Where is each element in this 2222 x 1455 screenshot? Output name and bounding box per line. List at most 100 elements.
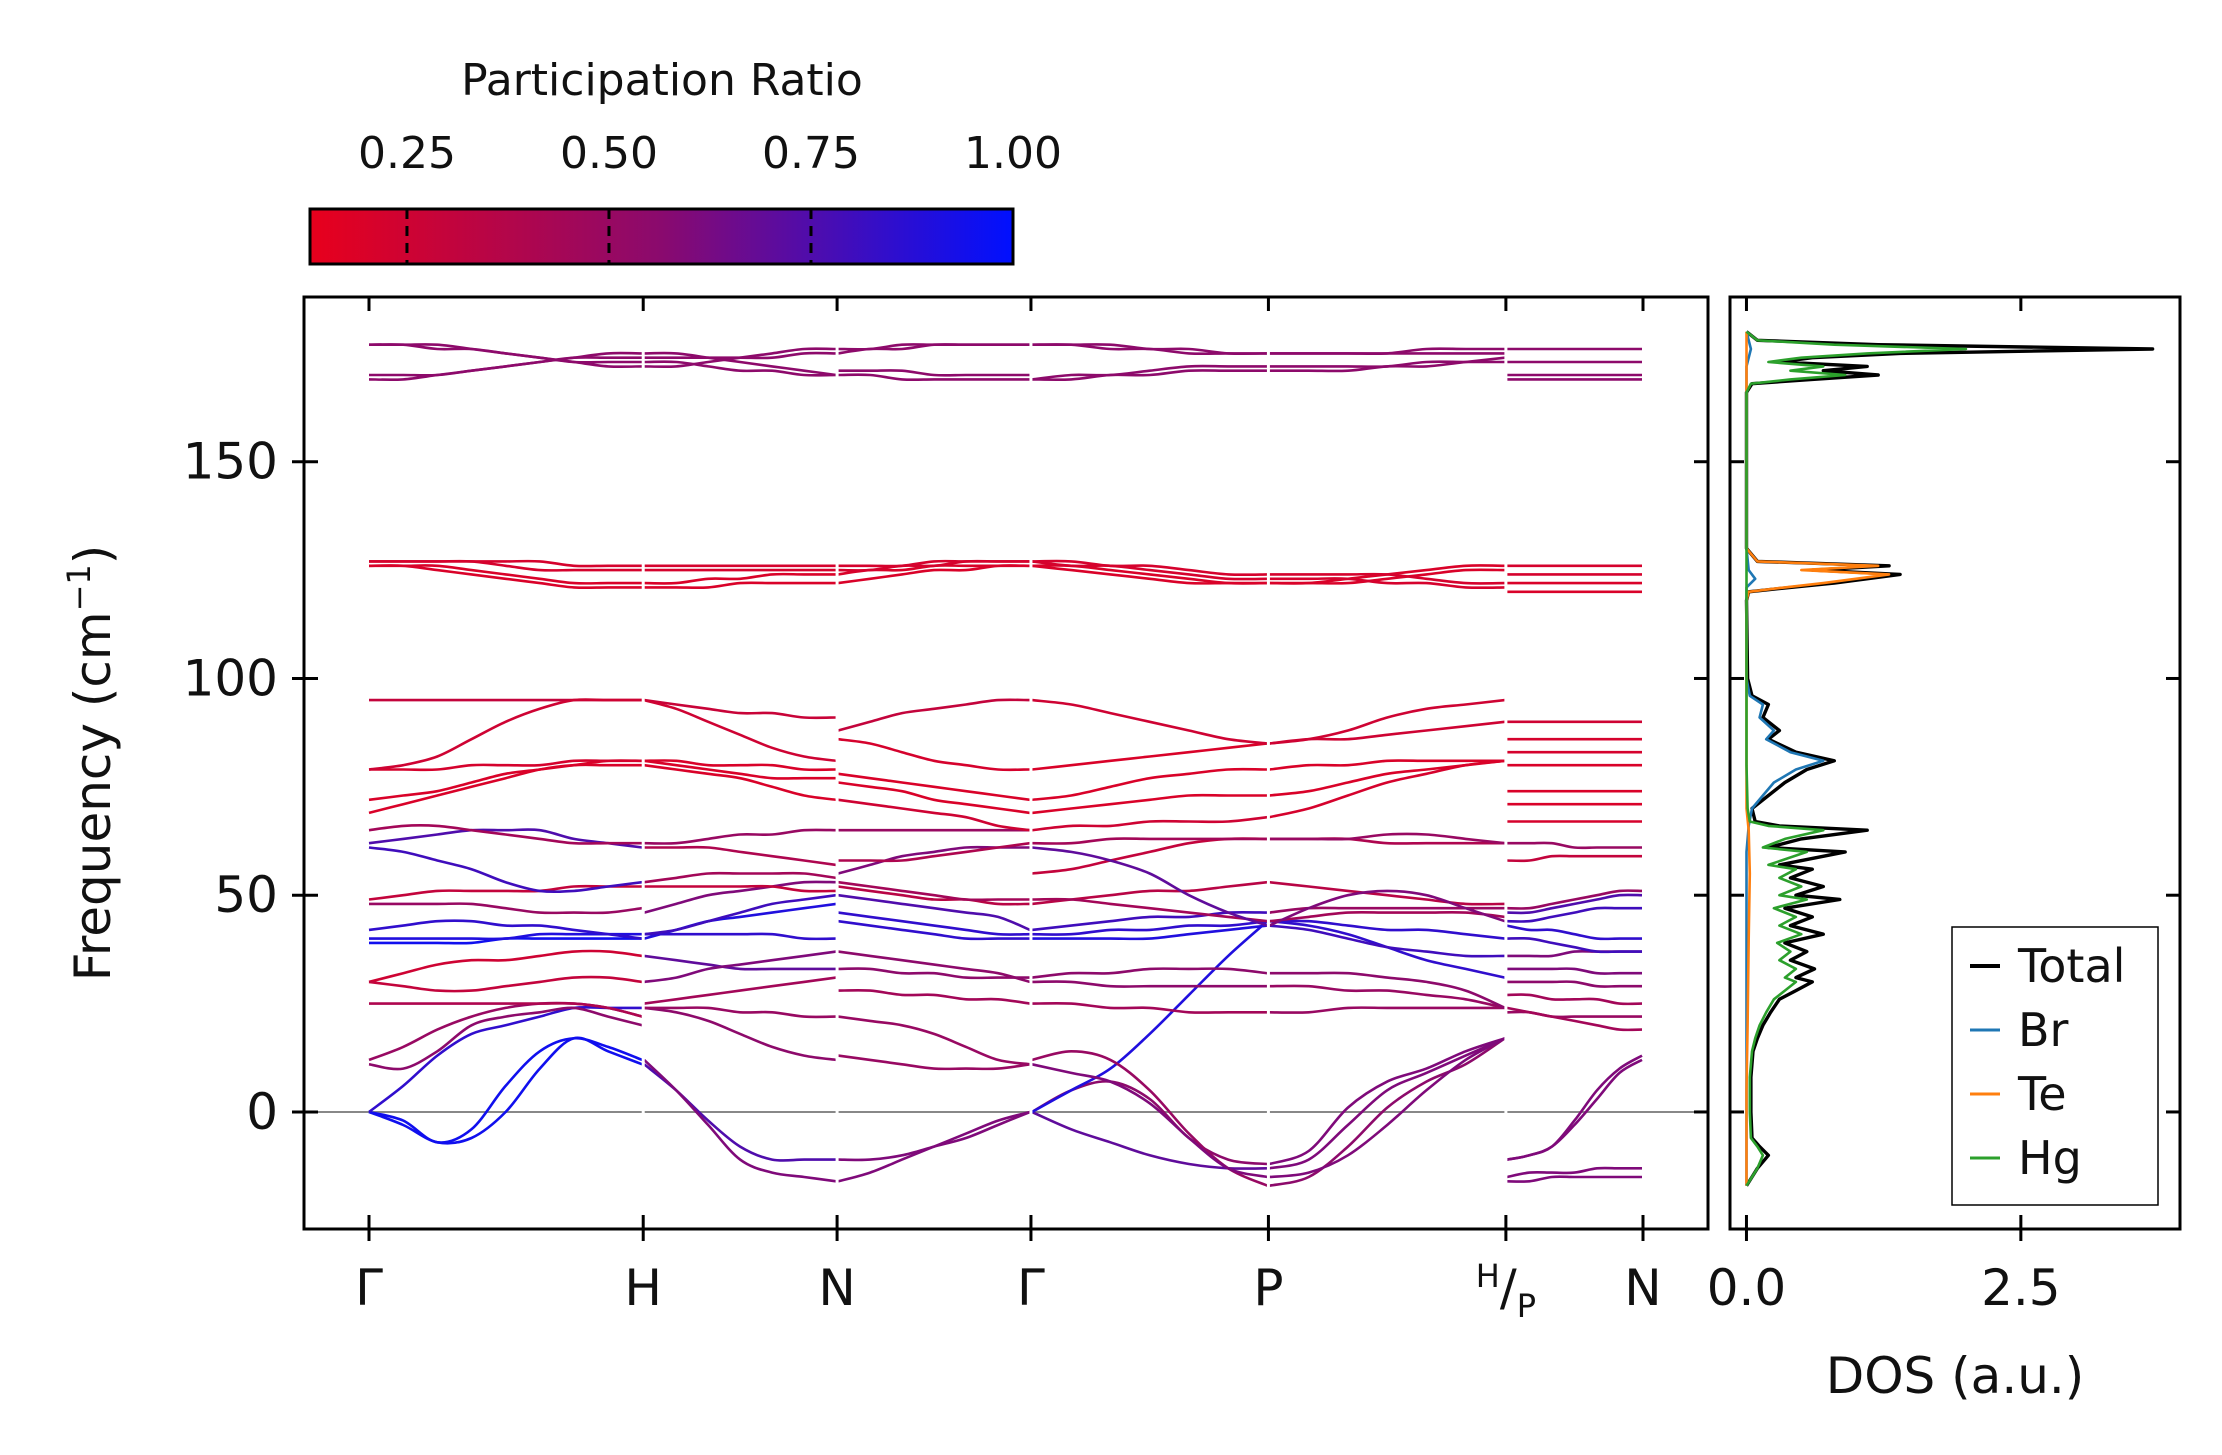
phonon-band [1031, 919, 1268, 936]
phonon-band [1506, 893, 1643, 915]
phonon-band [368, 1036, 643, 1145]
phonon-band [1031, 846, 1268, 927]
phonon-band [1269, 572, 1505, 585]
band-plot-frame [302, 295, 1710, 1231]
phonon-band [837, 781, 1031, 815]
phonon-band [1269, 910, 1506, 923]
phonon-band [368, 919, 643, 940]
dos-x-tick-label: 0.0 [1707, 1259, 1787, 1317]
phonon-band [368, 902, 643, 915]
phonon-band [1269, 759, 1505, 771]
phonon-band [1031, 897, 1268, 923]
frequency-axis-label-text: Frequency (cm [64, 611, 122, 981]
phonon-band [837, 880, 1030, 902]
k-point-label: N [818, 1259, 855, 1317]
phonon-band [368, 824, 643, 845]
k-point-label: Γ [1017, 1259, 1045, 1317]
phonon-band [368, 884, 643, 901]
phonon-band [368, 1001, 643, 1018]
legend-label-hg: Hg [2018, 1131, 2082, 1185]
phonon-band [644, 759, 837, 772]
phonon-band [1506, 841, 1642, 850]
dos-curve-hg [1745, 330, 1968, 1187]
k-label-sub: P [1517, 1287, 1536, 1325]
phonon-band [1506, 980, 1642, 988]
phonon-band [644, 893, 837, 936]
phonon-band [1269, 568, 1505, 585]
phonon-band [1269, 698, 1506, 745]
phonon-band [1269, 832, 1506, 845]
phonon-band [643, 1058, 837, 1183]
phonon-band [368, 763, 643, 815]
frequency-axis-ticks: 0 50 100 150 [183, 433, 1708, 1141]
phonon-band [1031, 967, 1268, 979]
legend-label-total: Total [2017, 939, 2125, 993]
k-point-label: P [1253, 1259, 1283, 1317]
phonon-band [1031, 920, 1269, 1114]
phonon-band [1269, 1037, 1506, 1179]
phonon-band [368, 1006, 643, 1071]
phonon-band [644, 976, 837, 1005]
colorbar-title: Participation Ratio [461, 55, 863, 106]
phonon-band [1269, 720, 1506, 745]
phonon-band [643, 880, 837, 914]
phonon-band [1031, 793, 1268, 815]
phonon-band [1269, 971, 1506, 1010]
phonon-band [1506, 906, 1642, 923]
dos-legend: Total Br Te Hg [1951, 926, 2159, 1206]
phonon-band [644, 1006, 837, 1019]
k-point-label: Γ [355, 1259, 383, 1317]
phonon-band [838, 967, 1030, 980]
phonon-band [1269, 924, 1505, 958]
k-label-sep: / [1500, 1259, 1517, 1317]
phonon-band [369, 343, 643, 364]
phonon-band [837, 885, 1031, 906]
phonon-band [1506, 936, 1642, 954]
legend-items: Total Br Te Hg [1970, 939, 2125, 1185]
k-point-labels: Γ H N Γ P H/P N [355, 1257, 1662, 1325]
k-label-sup: H [1476, 1257, 1500, 1295]
phonon-band [837, 1015, 1031, 1066]
phonon-band [368, 949, 643, 984]
phonon-band [1506, 1175, 1642, 1183]
phonon-band [837, 1054, 1031, 1071]
colorbar-tick-label: 0.25 [358, 128, 456, 179]
colorbar-tick-label: 0.50 [560, 128, 658, 179]
phonon-band [1269, 1006, 1505, 1014]
phonon-band [1268, 889, 1506, 927]
phonon-band [1269, 984, 1506, 1010]
phonon-band [644, 698, 837, 720]
phonon-band [644, 581, 837, 590]
phonon-band [1269, 1037, 1506, 1170]
phonon-band [644, 1006, 837, 1062]
dos-x-tick-label: 2.5 [1981, 1259, 2061, 1317]
phonon-band [1506, 1054, 1643, 1161]
phonon-band [644, 828, 837, 845]
phonon-band [644, 950, 837, 984]
phonon-band [1506, 854, 1642, 863]
phonon-band [1032, 924, 1268, 941]
phonon-band [1506, 967, 1642, 975]
phonon-band [1031, 980, 1268, 988]
phonon-band [644, 572, 837, 585]
phonon-band [837, 564, 1031, 585]
phonon-band [837, 798, 1031, 832]
phonon-band [1269, 356, 1506, 373]
phonon-band [1269, 759, 1506, 797]
phonon-band [1506, 993, 1643, 1006]
phonon-band [1031, 364, 1268, 381]
phonon-band [368, 1005, 643, 1114]
phonon-band [644, 932, 837, 941]
phonon-band [368, 1036, 643, 1144]
y-tick-label: 150 [183, 433, 278, 491]
phonon-band [1031, 1063, 1268, 1179]
phonon-band [837, 737, 1031, 772]
phonon-band [1506, 889, 1643, 910]
phonon-band [368, 828, 643, 849]
phonon-band [838, 369, 1030, 377]
phonon-band [1269, 759, 1506, 819]
phonon-band [644, 347, 837, 369]
phonon-band [1031, 698, 1268, 745]
phonon-band [1031, 560, 1268, 581]
